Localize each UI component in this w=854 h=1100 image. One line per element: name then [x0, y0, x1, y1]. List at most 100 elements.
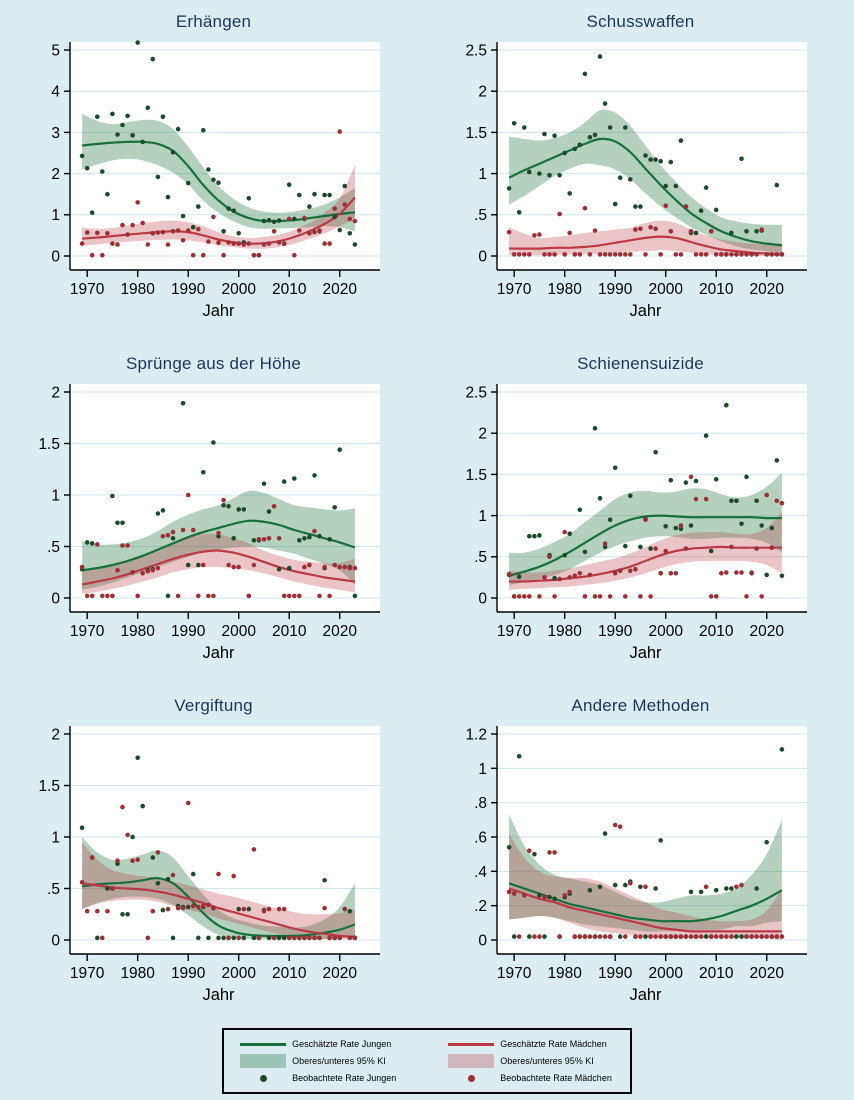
observed-dot-jungen	[337, 447, 343, 452]
observed-dot-jungen	[317, 533, 322, 539]
observed-dot-maedchen	[506, 571, 512, 577]
observed-dot-jungen	[638, 884, 643, 890]
observed-dot-maedchen	[297, 593, 302, 599]
x-tick-label: 1970	[70, 281, 105, 298]
observed-dot-maedchen	[552, 594, 557, 599]
observed-dot-jungen	[567, 531, 572, 536]
observed-dot-jungen	[155, 174, 161, 180]
observed-dot-jungen	[693, 230, 699, 236]
observed-dot-jungen	[623, 125, 628, 130]
observed-dot-maedchen	[511, 891, 517, 896]
observed-dot-jungen	[562, 150, 567, 156]
observed-dot-maedchen	[170, 529, 176, 535]
observed-dot-jungen	[653, 886, 658, 891]
observed-dot-maedchen	[175, 593, 181, 599]
observed-dot-maedchen	[145, 935, 151, 941]
x-tick-label: 2020	[749, 623, 784, 640]
observed-dot-jungen	[577, 507, 583, 513]
observed-dot-maedchen	[744, 252, 749, 257]
observed-dot-maedchen	[688, 474, 694, 480]
y-tick-label: 2.5	[465, 42, 487, 59]
observed-dot-maedchen	[190, 527, 196, 533]
ci-band-jungen	[509, 109, 782, 253]
observed-dot-maedchen	[216, 871, 221, 877]
observed-dot-jungen	[79, 825, 85, 830]
observed-dot-maedchen	[201, 562, 206, 568]
observed-dot-maedchen	[506, 229, 512, 235]
observed-dot-jungen	[170, 935, 176, 941]
observed-dot-jungen	[607, 125, 613, 130]
observed-dot-maedchen	[120, 804, 125, 810]
legend-row: Geschätzte Rate Jungen Oberes/unteres 95…	[0, 1028, 854, 1094]
ci-band-maedchen	[509, 511, 782, 590]
observed-dot-maedchen	[537, 934, 542, 939]
observed-dot-maedchen	[180, 527, 186, 533]
observed-dot-maedchen	[216, 530, 221, 536]
observed-dot-maedchen	[516, 594, 522, 599]
x-axis-title: Jahr	[202, 302, 235, 320]
observed-dot-maedchen	[281, 906, 287, 912]
observed-dot-maedchen	[125, 543, 130, 548]
ci-band-jungen	[82, 837, 355, 940]
observed-dot-maedchen	[567, 889, 572, 895]
observed-dot-maedchen	[724, 252, 729, 257]
observed-dot-maedchen	[332, 206, 338, 211]
observed-dot-jungen	[196, 935, 201, 941]
observed-dot-maedchen	[281, 593, 287, 599]
observed-dot-jungen	[160, 508, 166, 513]
observed-dot-jungen	[231, 208, 236, 213]
observed-dot-maedchen	[759, 227, 764, 232]
observed-dot-maedchen	[597, 934, 603, 939]
plot-area	[70, 384, 380, 612]
observed-dot-maedchen	[342, 564, 348, 570]
observed-dot-jungen	[160, 114, 166, 119]
observed-dot-maedchen	[185, 800, 191, 806]
observed-dot-maedchen	[261, 242, 267, 247]
observed-dot-maedchen	[587, 572, 593, 578]
observed-dot-jungen	[236, 231, 241, 236]
observed-dot-maedchen	[557, 934, 562, 939]
observed-dot-maedchen	[759, 594, 764, 599]
observed-dot-maedchen	[276, 536, 282, 541]
legend-band-maedchen-swatch	[442, 1054, 500, 1068]
observed-dot-jungen	[633, 204, 638, 209]
observed-dot-jungen	[276, 218, 282, 223]
observed-dot-maedchen	[607, 252, 613, 257]
observed-dot-maedchen	[347, 216, 353, 222]
observed-dot-jungen	[322, 192, 327, 198]
observed-dot-jungen	[196, 562, 201, 568]
chart-canvas-erhaengen: 0 1 2 3 4 5 1970 1980 1990 2000 2010 2020 Jahr	[51, 40, 380, 320]
observed-dot-jungen	[648, 157, 653, 162]
observed-dot-maedchen	[312, 528, 317, 534]
observed-dot-jungen	[703, 433, 709, 438]
observed-dot-jungen	[281, 479, 287, 484]
observed-dot-maedchen	[180, 905, 186, 911]
observed-dot-jungen	[115, 520, 120, 526]
observed-dot-jungen	[537, 171, 542, 176]
y-tick-label: 1.5	[38, 436, 60, 453]
x-tick-label: 2010	[272, 623, 307, 640]
ci-band-jungen	[509, 472, 782, 585]
y-tick-label: 0	[51, 248, 60, 265]
observed-dot-maedchen	[201, 903, 206, 909]
observed-dot-jungen	[261, 481, 267, 486]
observed-dot-maedchen	[527, 594, 532, 599]
observed-dot-maedchen	[105, 908, 110, 914]
y-tick-label: 1	[478, 508, 487, 525]
observed-dot-jungen	[150, 56, 156, 62]
observed-dot-maedchen	[628, 568, 633, 574]
estimated-line-maedchen	[509, 235, 782, 256]
observed-dot-maedchen	[256, 935, 262, 941]
observed-dot-maedchen	[683, 546, 689, 551]
observed-dot-maedchen	[130, 858, 135, 863]
observed-dot-jungen	[698, 208, 704, 213]
observed-dot-maedchen	[286, 593, 292, 599]
estimated-line-jungen	[81, 519, 356, 572]
legend-label-ki-maedchen: Oberes/unteres 95% KI	[500, 1056, 594, 1066]
observed-dot-jungen	[337, 227, 343, 233]
observed-dot-maedchen	[120, 543, 125, 548]
observed-dot-maedchen	[266, 906, 272, 912]
observed-dot-jungen	[95, 935, 100, 941]
x-tick-label: 1980	[547, 281, 582, 298]
observed-dot-maedchen	[317, 935, 322, 941]
